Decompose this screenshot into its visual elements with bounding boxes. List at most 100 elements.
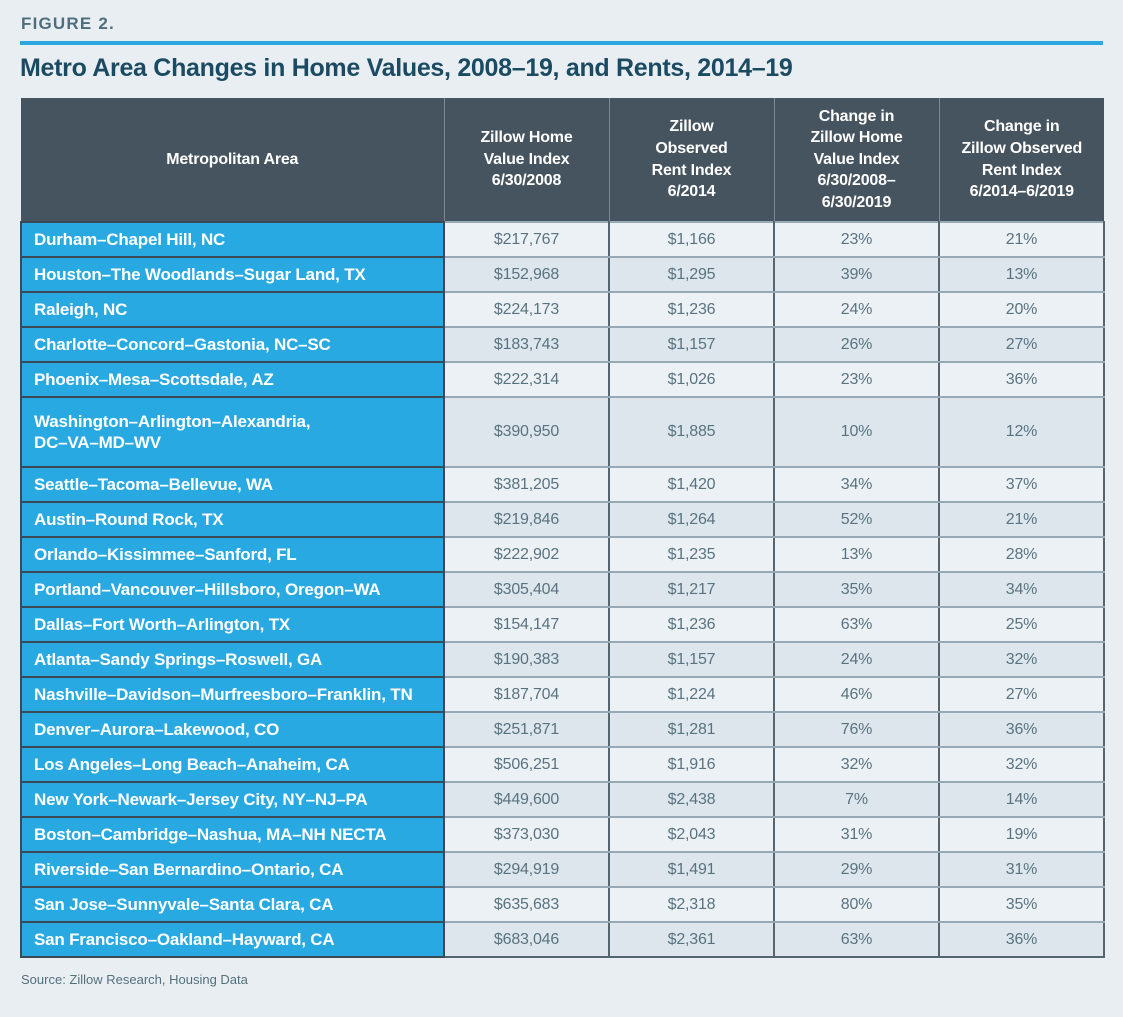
value-cell: 31% <box>938 851 1105 888</box>
value-cell: $373,030 <box>443 816 610 853</box>
figure-container: FIGURE 2. Metro Area Changes in Home Val… <box>20 14 1105 987</box>
value-cell: $1,157 <box>608 641 775 678</box>
value-cell: $217,767 <box>443 221 610 258</box>
value-cell: 14% <box>938 781 1105 818</box>
value-cell: 26% <box>773 326 940 363</box>
header-zori-change: Change in Zillow Observed Rent Index 6/2… <box>938 98 1104 222</box>
header-zhvi-2008: Zillow Home Value Index 6/30/2008 <box>443 98 609 222</box>
value-cell: 35% <box>938 886 1105 923</box>
table-row: Raleigh, NC $224,173 $1,236 24% 20% <box>20 291 1105 328</box>
metro-cell: Durham–Chapel Hill, NC <box>20 221 445 258</box>
value-cell: $1,166 <box>608 221 775 258</box>
header-zhvi-change: Change in Zillow Home Value Index 6/30/2… <box>773 98 939 222</box>
metro-cell: Charlotte–Concord–Gastonia, NC–SC <box>20 326 445 363</box>
value-cell: 52% <box>773 501 940 538</box>
value-cell: 76% <box>773 711 940 748</box>
value-cell: 46% <box>773 676 940 713</box>
value-cell: $294,919 <box>443 851 610 888</box>
value-cell: 36% <box>938 361 1105 398</box>
table-body: Durham–Chapel Hill, NC $217,767 $1,166 23% 2… <box>20 221 1105 958</box>
value-cell: 35% <box>773 571 940 608</box>
table-row: Durham–Chapel Hill, NC $217,767 $1,166 23% 2… <box>20 221 1105 258</box>
value-cell: $1,885 <box>608 396 775 468</box>
value-cell: $1,420 <box>608 466 775 503</box>
table-row: Seattle–Tacoma–Bellevue, WA $381,205 $1,42… <box>20 466 1105 503</box>
value-cell: $381,205 <box>443 466 610 503</box>
value-cell: 13% <box>938 256 1105 293</box>
metro-cell: Los Angeles–Long Beach–Anaheim, CA <box>20 746 445 783</box>
value-cell: 36% <box>938 711 1105 748</box>
value-cell: 21% <box>938 501 1105 538</box>
header-zori-2014: Zillow Observed Rent Index 6/2014 <box>608 98 774 222</box>
value-cell: $1,916 <box>608 746 775 783</box>
value-cell: $222,314 <box>443 361 610 398</box>
value-cell: $190,383 <box>443 641 610 678</box>
value-cell: 80% <box>773 886 940 923</box>
value-cell: $390,950 <box>443 396 610 468</box>
value-cell: $305,404 <box>443 571 610 608</box>
table-row: New York–Newark–Jersey City, NY–NJ–PA $44… <box>20 781 1105 818</box>
table-row: Phoenix–Mesa–Scottsdale, AZ $222,314 $1,02… <box>20 361 1105 398</box>
metro-cell: Houston–The Woodlands–Sugar Land, TX <box>20 256 445 293</box>
table-row: Riverside–San Bernardino–Ontario, CA $294… <box>20 851 1105 888</box>
value-cell: $1,026 <box>608 361 775 398</box>
metro-cell: Austin–Round Rock, TX <box>20 501 445 538</box>
value-cell: 27% <box>938 326 1105 363</box>
value-cell: 32% <box>773 746 940 783</box>
metro-cell: Boston–Cambridge–Nashua, MA–NH NECTA <box>20 816 445 853</box>
table-row: Austin–Round Rock, TX $219,846 $1,264 52% 21… <box>20 501 1105 538</box>
metro-cell: Portland–Vancouver–Hillsboro, Oregon–WA <box>20 571 445 608</box>
metro-cell: Raleigh, NC <box>20 291 445 328</box>
value-cell: 24% <box>773 641 940 678</box>
value-cell: $2,043 <box>608 816 775 853</box>
table-row: Houston–The Woodlands–Sugar Land, TX $152… <box>20 256 1105 293</box>
table-row: Charlotte–Concord–Gastonia, NC–SC $183,74… <box>20 326 1105 363</box>
table-row: Boston–Cambridge–Nashua, MA–NH NECTA $373… <box>20 816 1105 853</box>
value-cell: $1,157 <box>608 326 775 363</box>
metro-cell: Washington–Arlington–Alexandria, DC–VA–M… <box>20 396 445 468</box>
value-cell: $183,743 <box>443 326 610 363</box>
value-cell: 63% <box>773 606 940 643</box>
value-cell: $251,871 <box>443 711 610 748</box>
metro-cell: Riverside–San Bernardino–Ontario, CA <box>20 851 445 888</box>
value-cell: 37% <box>938 466 1105 503</box>
table-row: Los Angeles–Long Beach–Anaheim, CA $506,2… <box>20 746 1105 783</box>
value-cell: 36% <box>938 921 1105 958</box>
value-cell: $224,173 <box>443 291 610 328</box>
table-row: Washington–Arlington–Alexandria, DC–VA–M… <box>20 396 1105 468</box>
value-cell: $683,046 <box>443 921 610 958</box>
value-cell: 10% <box>773 396 940 468</box>
value-cell: $222,902 <box>443 536 610 573</box>
value-cell: $2,438 <box>608 781 775 818</box>
table-row: Orlando–Kissimmee–Sanford, FL $222,902 $1,… <box>20 536 1105 573</box>
metro-cell: New York–Newark–Jersey City, NY–NJ–PA <box>20 781 445 818</box>
value-cell: 13% <box>773 536 940 573</box>
metro-cell: Nashville–Davidson–Murfreesboro–Franklin… <box>20 676 445 713</box>
value-cell: $187,704 <box>443 676 610 713</box>
value-cell: $1,217 <box>608 571 775 608</box>
value-cell: 12% <box>938 396 1105 468</box>
value-cell: 19% <box>938 816 1105 853</box>
header-metropolitan-area: Metropolitan Area <box>21 98 444 222</box>
value-cell: 7% <box>773 781 940 818</box>
value-cell: 23% <box>773 361 940 398</box>
value-cell: $449,600 <box>443 781 610 818</box>
metro-cell: Denver–Aurora–Lakewood, CO <box>20 711 445 748</box>
value-cell: $2,361 <box>608 921 775 958</box>
value-cell: $1,236 <box>608 291 775 328</box>
value-cell: 29% <box>773 851 940 888</box>
value-cell: $1,224 <box>608 676 775 713</box>
value-cell: $1,281 <box>608 711 775 748</box>
value-cell: 24% <box>773 291 940 328</box>
table-row: San Jose–Sunnyvale–Santa Clara, CA $635,6… <box>20 886 1105 923</box>
value-cell: $152,968 <box>443 256 610 293</box>
value-cell: 32% <box>938 641 1105 678</box>
table-row: San Francisco–Oakland–Hayward, CA $683,04… <box>20 921 1105 958</box>
accent-rule <box>20 41 1103 45</box>
value-cell: 32% <box>938 746 1105 783</box>
value-cell: $2,318 <box>608 886 775 923</box>
value-cell: 31% <box>773 816 940 853</box>
value-cell: $1,264 <box>608 501 775 538</box>
value-cell: $1,235 <box>608 536 775 573</box>
metro-cell: Phoenix–Mesa–Scottsdale, AZ <box>20 361 445 398</box>
